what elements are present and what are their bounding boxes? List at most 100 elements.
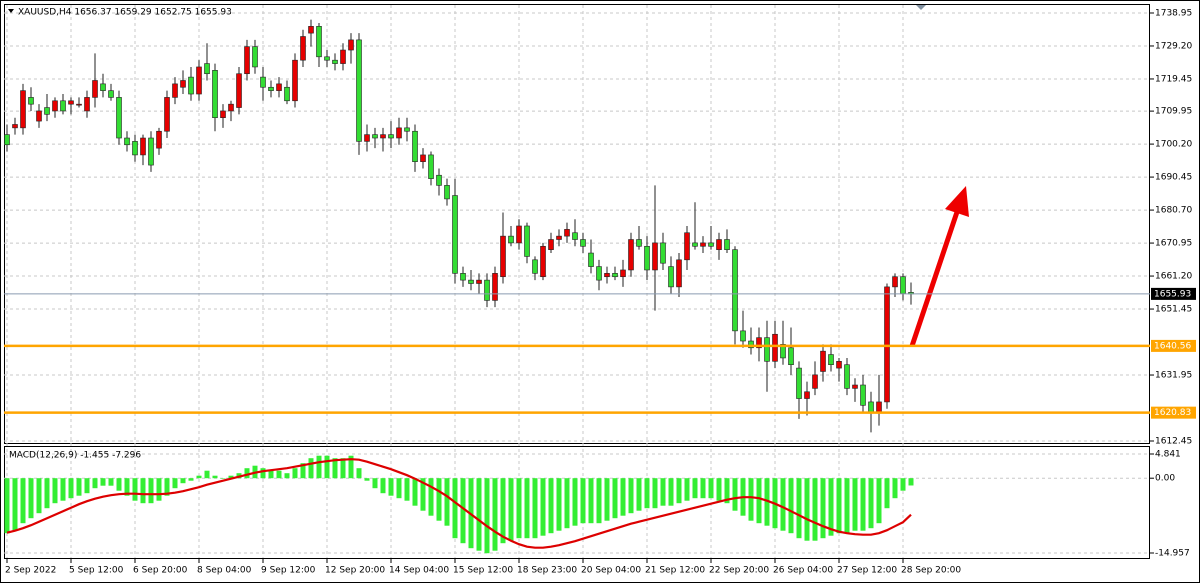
histogram-bar (628, 478, 634, 514)
candle-body (28, 97, 34, 105)
candle-body (532, 259, 538, 274)
histogram-bar (500, 478, 506, 544)
histogram-bar (340, 458, 346, 479)
histogram-bar (276, 470, 282, 479)
candle-body (892, 276, 898, 288)
histogram-bar (564, 478, 570, 529)
candle-body (188, 76, 194, 95)
candle-body (540, 245, 546, 278)
histogram-bar (284, 473, 290, 479)
x-tick-label: 20 Sep 04:00 (581, 566, 641, 576)
histogram-bar (588, 478, 594, 524)
histogram-bar (852, 478, 858, 531)
candle-body (852, 384, 858, 389)
candle-body (796, 367, 802, 399)
histogram-bar (476, 478, 482, 551)
candle-body (772, 333, 778, 362)
candle-body (700, 242, 706, 247)
trend-arrow-shaft (909, 211, 960, 347)
candle-body (604, 273, 610, 278)
candle-body (100, 83, 106, 91)
histogram-bar (172, 478, 178, 489)
candle-body (836, 361, 842, 369)
histogram-bar (836, 478, 842, 534)
histogram-bar (596, 478, 602, 524)
candle-body (372, 134, 378, 139)
y-tick-label: 1700.20 (1155, 140, 1192, 150)
candle-body (580, 239, 586, 247)
grid-layer (4, 5, 1150, 558)
candle-body (20, 90, 26, 129)
histogram-bar (28, 478, 34, 519)
histogram-bar (796, 478, 802, 539)
candle-body (332, 59, 338, 64)
candle-body (500, 235, 506, 278)
histogram-bar (460, 478, 466, 544)
histogram-bar (188, 478, 194, 481)
candle-body (652, 242, 658, 271)
y-tick-label: 1661.20 (1155, 272, 1192, 282)
candle-body (436, 174, 442, 186)
candle-body (708, 242, 714, 247)
histogram-bar (324, 455, 330, 479)
candle-body (164, 97, 170, 132)
histogram-bar (756, 478, 762, 524)
histogram-bar (540, 478, 546, 536)
histogram-bar (420, 478, 426, 511)
candle-body (620, 269, 626, 278)
histogram-bar (660, 478, 666, 506)
histogram-bar (908, 478, 914, 486)
histogram-bar (636, 478, 642, 511)
histogram-bar (4, 478, 10, 534)
candle-body (204, 63, 210, 75)
signal-line (6, 458, 912, 549)
histogram-bar (36, 478, 42, 514)
histogram-bar (452, 478, 458, 539)
last-price-box (1151, 287, 1196, 300)
y-tick-label: 1670.95 (1155, 239, 1192, 249)
x-tick-label: 22 Sep 20:00 (709, 566, 769, 576)
histogram-bar (652, 478, 658, 509)
histogram-bar (52, 478, 58, 504)
histogram-bar (548, 478, 554, 534)
shift-marker (916, 5, 926, 10)
candle-body (748, 340, 754, 349)
histogram-bar (196, 475, 202, 479)
candle-body (780, 344, 786, 359)
candle-body (308, 26, 314, 34)
candle-body (844, 364, 850, 389)
candle-body (356, 39, 362, 142)
y-tick-label: 1631.95 (1155, 371, 1192, 381)
histogram-bar (780, 478, 786, 531)
level-price-label: 1620.83 (1154, 408, 1191, 418)
main-pane (4, 4, 1150, 444)
histogram-bar (212, 475, 218, 479)
histogram-bar (68, 478, 74, 499)
candle-body (180, 80, 186, 88)
candle-body (788, 347, 794, 366)
histogram-bar (308, 458, 314, 479)
histogram-bar (388, 478, 394, 496)
histogram-bar (716, 478, 722, 501)
candle-body (300, 36, 306, 61)
candle-body (348, 39, 354, 51)
histogram-bar (60, 478, 66, 501)
candle-body (380, 134, 386, 139)
histogram-bar (612, 478, 618, 519)
histogram-bar (508, 478, 514, 541)
histogram-bar (268, 470, 274, 479)
histogram-bar (700, 478, 706, 499)
candle-body (340, 49, 346, 64)
histogram-bar (732, 478, 738, 511)
marks-layer (4, 19, 914, 554)
x-tick-label: 9 Sep 12:00 (261, 566, 316, 576)
candle-body (84, 97, 90, 112)
histogram-bar (764, 478, 770, 526)
candle-body (260, 76, 266, 88)
histogram-bar (396, 478, 402, 499)
x-tick-label: 6 Sep 20:00 (133, 566, 188, 576)
histogram-bar (380, 478, 386, 494)
histogram-bar (372, 478, 378, 489)
y-tick-label: 1680.70 (1155, 206, 1192, 216)
level-price-box (1151, 406, 1196, 419)
